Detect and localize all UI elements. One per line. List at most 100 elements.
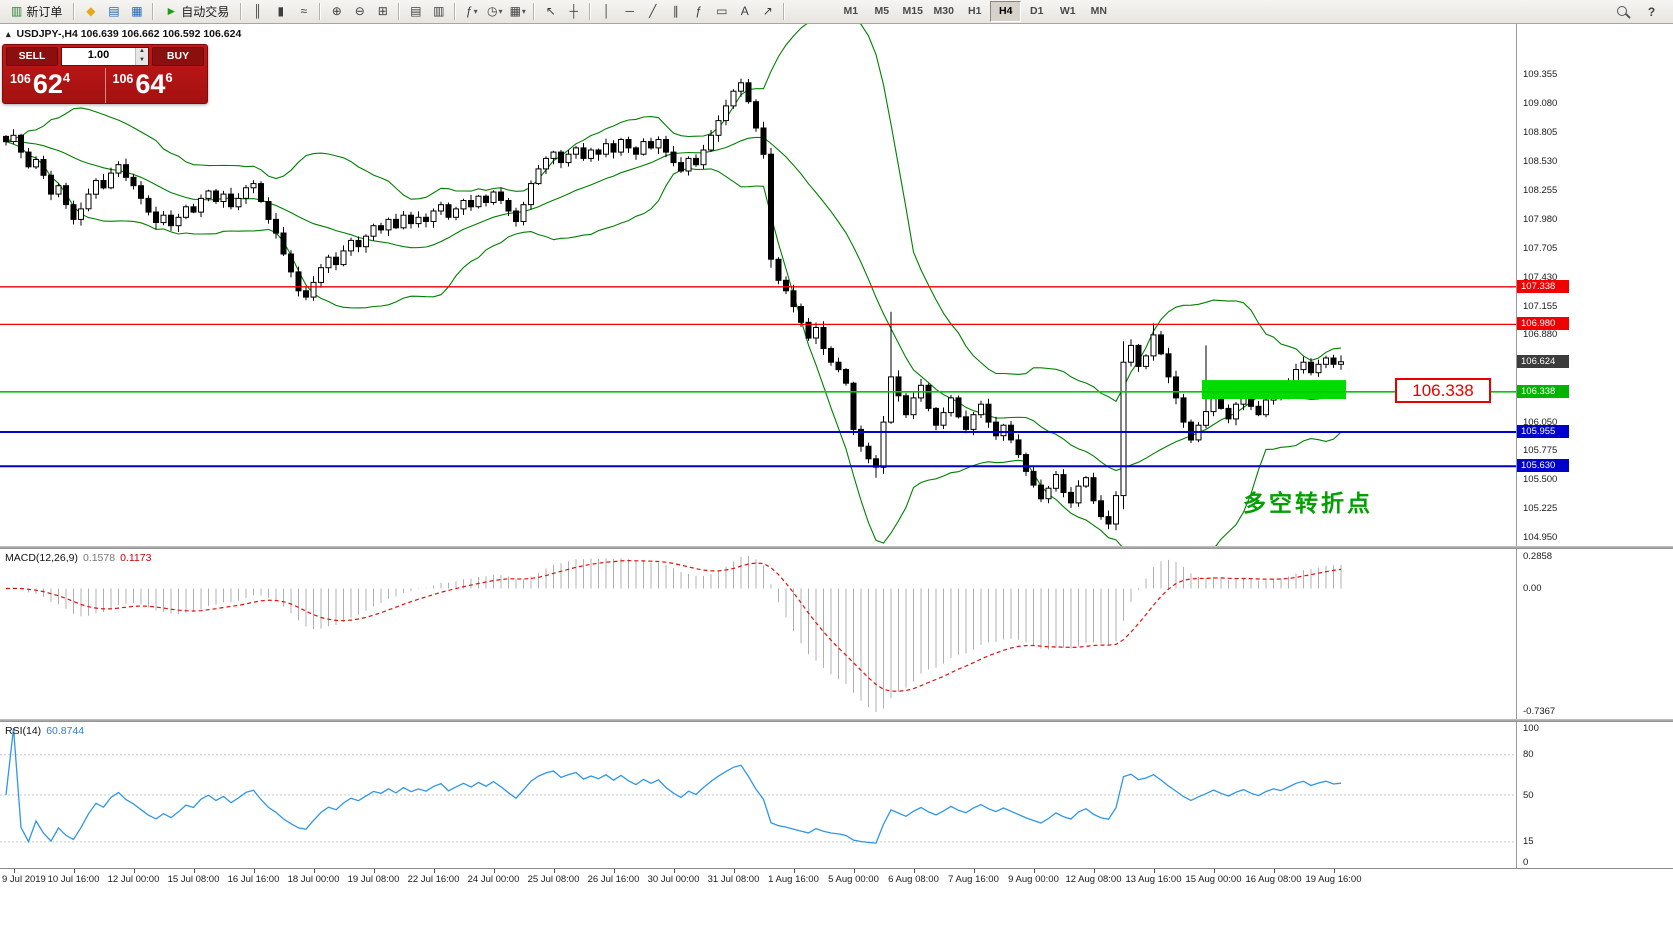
timeframe-m1[interactable]: M1 (843, 5, 859, 17)
market-watch-icon[interactable]: ▤ (108, 4, 120, 18)
toolbar-right: ? (1611, 1, 1669, 22)
toolbar-separator (398, 3, 401, 20)
sell-price[interactable]: 106624 (3, 68, 105, 103)
time-axis-tick (1213, 869, 1215, 873)
timeframe-mn[interactable]: MN (1090, 5, 1107, 17)
toolbar-separator (589, 3, 592, 20)
panel-separator[interactable] (0, 719, 1673, 722)
time-axis-label: 9 Aug 00:00 (1008, 874, 1059, 885)
macd-axis[interactable]: 0.2858 0.00 -0.7367 (1516, 549, 1673, 719)
time-axis-tick (553, 869, 555, 873)
timeframe-h4[interactable]: H4 (990, 1, 1022, 22)
price-axis-label: 109.355 (1523, 69, 1558, 81)
time-axis-label: 7 Aug 16:00 (948, 874, 999, 885)
templates-button[interactable]: ▦ ▾ (509, 4, 526, 18)
time-axis-tick (1093, 869, 1095, 873)
volume-field[interactable]: 1.00 ▲ ▼ (61, 47, 149, 66)
one-click-trading-panel: SELL 1.00 ▲ ▼ BUY 106624 106646 (2, 44, 208, 104)
macd-axis-label: 0.2858 (1523, 551, 1553, 562)
help-icon[interactable]: ? (1647, 4, 1656, 19)
search-icon[interactable] (1611, 1, 1634, 22)
macd-label: MACD(12,26,9) (5, 552, 78, 564)
macd-panel[interactable]: MACD(12,26,9) 0.1578 0.1173 0.2858 0.00 -0.7… (0, 549, 1673, 719)
time-axis-tick (253, 869, 255, 873)
rsi-axis-label: 50 (1523, 789, 1534, 801)
price-axis-tag: 107.338 (1517, 279, 1569, 293)
line-chart-icon[interactable]: ≈ (300, 4, 308, 18)
toolbar-separator (240, 3, 243, 20)
indicators-button[interactable]: ƒ ▾ (465, 4, 478, 18)
volume-down-icon[interactable]: ▼ (139, 56, 145, 63)
timeframe-h1[interactable]: H1 (968, 5, 982, 17)
cursor-icon[interactable]: ↖ (545, 4, 556, 18)
panel-separator[interactable] (0, 546, 1673, 549)
price-axis-label: 105.500 (1523, 474, 1558, 486)
metaeditor-icon[interactable]: ◆ (86, 4, 96, 18)
rsi-panel[interactable]: RSI(14) 60.8744 100 80 50 15 0 (0, 722, 1673, 868)
price-axis-tag: 106.624 (1517, 354, 1569, 368)
zoom-out-icon[interactable]: ⊖ (354, 4, 365, 18)
price-axis-label: 109.080 (1523, 98, 1558, 110)
time-axis-label: 6 Aug 08:00 (888, 874, 939, 885)
channel-icon[interactable]: ∥ (672, 4, 679, 18)
bar-chart-icon[interactable]: ║ (253, 4, 263, 18)
price-axis[interactable]: 109.355 109.080 108.805 108.530 108.255 107.9… (1516, 24, 1673, 546)
time-axis-label: 13 Aug 16:00 (1125, 874, 1182, 885)
price-chart-canvas[interactable] (0, 14, 1516, 580)
sell-button[interactable]: SELL (6, 47, 58, 66)
rsi-axis[interactable]: 100 80 50 15 0 (1516, 722, 1673, 868)
time-axis-tick (193, 869, 195, 873)
timeframe-d1[interactable]: D1 (1030, 5, 1044, 17)
time-axis-tick (733, 869, 735, 873)
time-axis-label: 30 Jul 00:00 (647, 874, 700, 885)
volume-up-icon[interactable]: ▲ (139, 48, 145, 54)
horizontal-line-icon[interactable]: ─ (625, 4, 635, 18)
time-axis-label: 15 Aug 00:00 (1185, 874, 1242, 885)
autotrading-button[interactable]: ► 自动交易 (165, 4, 230, 19)
periods-button[interactable]: ◷ ▾ (487, 4, 503, 18)
timeframe-m15[interactable]: M15 (902, 5, 923, 17)
price-axis-label: 107.430 (1523, 271, 1558, 283)
time-axis-label: 12 Jul 00:00 (107, 874, 160, 885)
crosshair-icon[interactable]: ┼ (569, 4, 579, 18)
macd-chart-canvas[interactable] (0, 549, 1516, 724)
turning-point-annotation: 多空转折点 (1243, 490, 1373, 516)
time-axis-tick (613, 869, 615, 873)
volume-value[interactable]: 1.00 (87, 49, 110, 61)
candlestick-chart-icon[interactable]: ▮ (277, 4, 285, 18)
text-icon[interactable]: A (740, 4, 749, 18)
time-axis-label: 16 Aug 08:00 (1245, 874, 1302, 885)
bottom-strip (0, 890, 1673, 949)
price-callout-box: 106.338 (1395, 378, 1491, 403)
volume-spinner: ▲ ▼ (135, 48, 148, 65)
fibonacci-icon[interactable]: ƒ (695, 4, 703, 18)
time-axis-tick (1273, 869, 1275, 873)
price-axis-label: 107.705 (1523, 242, 1558, 254)
time-axis-tick (1153, 869, 1155, 873)
chart-ohlc-header: ▴ USDJPY-,H4 106.639 106.662 106.592 106.… (6, 28, 241, 40)
arrow-icon[interactable]: ↗ (762, 4, 773, 18)
buy-button[interactable]: BUY (152, 47, 204, 66)
shapes-icon[interactable]: ▭ (716, 4, 728, 18)
one-click-panel-toggle-icon[interactable]: ▴ (6, 29, 11, 39)
time-axis[interactable]: 9 Jul 2019 10 Jul 16:00 12 Jul 00:00 15 Jul… (0, 868, 1673, 891)
rsi-chart-canvas[interactable] (0, 722, 1516, 873)
data-window-icon[interactable]: ▦ (131, 4, 143, 18)
new-order-button[interactable]: ▥ 新订单 (11, 4, 63, 19)
rsi-header: RSI(14) 60.8744 (5, 725, 84, 737)
tile-windows-icon[interactable]: ⊞ (377, 4, 388, 18)
time-axis-label: 19 Aug 16:00 (1305, 874, 1362, 885)
timeframe-w1[interactable]: W1 (1059, 5, 1076, 17)
cascade-windows-icon[interactable]: ▤ (410, 4, 422, 18)
timeframe-m30[interactable]: M30 (933, 5, 954, 17)
time-axis-tick (793, 869, 795, 873)
time-axis-label: 25 Jul 08:00 (527, 874, 580, 885)
trendline-icon[interactable]: ╱ (649, 4, 657, 18)
arrange-windows-icon[interactable]: ▥ (433, 4, 445, 18)
vertical-line-icon[interactable]: │ (603, 4, 611, 18)
price-chart-panel[interactable]: ▴ USDJPY-,H4 106.639 106.662 106.592 106.… (0, 14, 1673, 580)
timeframe-m5[interactable]: M5 (874, 5, 890, 17)
zoom-in-icon[interactable]: ⊕ (331, 4, 342, 18)
buy-price[interactable]: 106646 (104, 68, 208, 103)
